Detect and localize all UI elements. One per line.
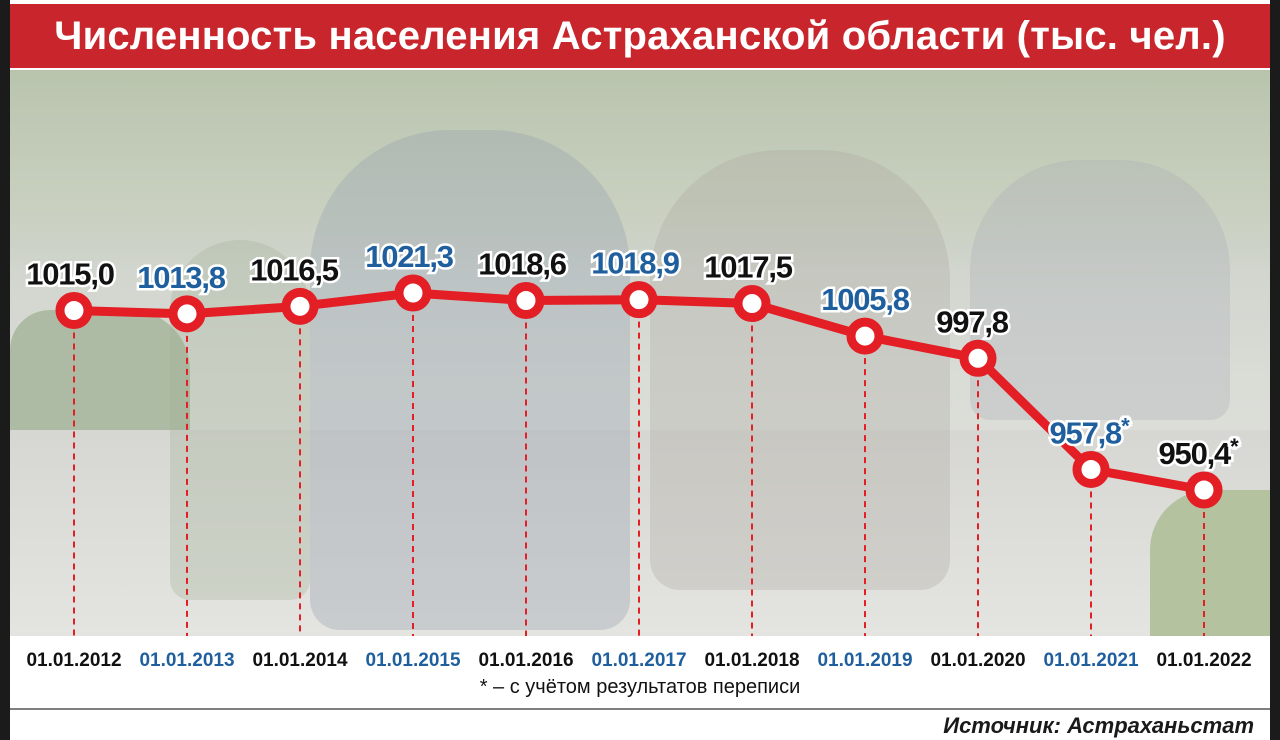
data-label: 1016,5: [250, 252, 339, 287]
data-point: [620, 281, 658, 319]
footnote-mark: *: [1121, 413, 1130, 438]
trees-shape: [10, 70, 1270, 270]
title-bar: Численность населения Астраханской облас…: [10, 4, 1270, 68]
data-point: [959, 339, 997, 377]
line-chart: 1015,0 1013,8 1016,5 1021,3 1018,6 1018,9 1017…: [24, 237, 1243, 636]
x-tick-label: 01.01.2018: [704, 650, 799, 671]
x-tick-label: 01.01.2019: [817, 650, 912, 671]
x-tick-label: 01.01.2021: [1043, 650, 1139, 671]
data-point: [168, 295, 206, 333]
data-point: [1072, 450, 1110, 488]
grass-shape: [1150, 490, 1270, 636]
x-tick-label: 01.01.2017: [591, 650, 686, 671]
x-tick-label: 01.01.2022: [1156, 650, 1251, 671]
footnote: * – с учётом результатов переписи: [479, 676, 801, 698]
x-tick-label: 01.01.2013: [139, 650, 234, 671]
x-tick-label: 01.01.2016: [478, 650, 573, 671]
data-point: [55, 292, 93, 330]
data-label: 957,8*: [1050, 413, 1131, 450]
data-label: 997,8: [936, 304, 1009, 339]
data-markers: [55, 274, 1223, 509]
data-point: [1185, 471, 1223, 509]
drop-lines: [73, 293, 1205, 636]
data-label: 1017,5: [704, 250, 793, 285]
x-tick-label: 01.01.2020: [930, 650, 1025, 671]
data-label: 1018,9: [591, 246, 680, 281]
source-label: Источник: Астраханьстат: [943, 713, 1254, 738]
x-tick-labels: 01.01.2012 01.01.2013 01.01.2014 01.01.2015…: [26, 650, 1251, 671]
data-point: [846, 317, 884, 355]
data-labels: 1015,0 1013,8 1016,5 1021,3 1018,6 1018,9 1017…: [24, 237, 1243, 474]
data-label: 1005,8: [821, 282, 910, 317]
x-tick-label: 01.01.2012: [26, 650, 121, 671]
data-label: 1015,0: [26, 257, 114, 292]
data-point: [394, 274, 432, 312]
data-label: 1013,8: [137, 260, 226, 295]
crowd-shape: [970, 160, 1230, 420]
data-label: 1018,6: [478, 247, 567, 282]
footnote-mark: *: [1230, 434, 1239, 459]
data-point: [281, 287, 319, 325]
data-point: [507, 282, 545, 320]
x-axis: 01.01.2012 01.01.2013 01.01.2014 01.01.2015…: [26, 650, 1251, 671]
data-label: 950,4*: [1159, 434, 1240, 471]
x-tick-label: 01.01.2014: [252, 650, 348, 671]
source-bar: Источник: Астраханьстат: [10, 708, 1270, 740]
crowd-shape: [650, 150, 950, 590]
x-axis-band: [10, 636, 1270, 708]
data-label: 1021,3: [365, 239, 454, 274]
x-tick-label: 01.01.2015: [365, 650, 461, 671]
chart-title: Численность населения Астраханской облас…: [54, 13, 1226, 58]
crowd-shape: [310, 130, 630, 630]
infographic-frame: Численность населения Астраханской облас…: [10, 0, 1270, 740]
data-point: [733, 285, 771, 323]
